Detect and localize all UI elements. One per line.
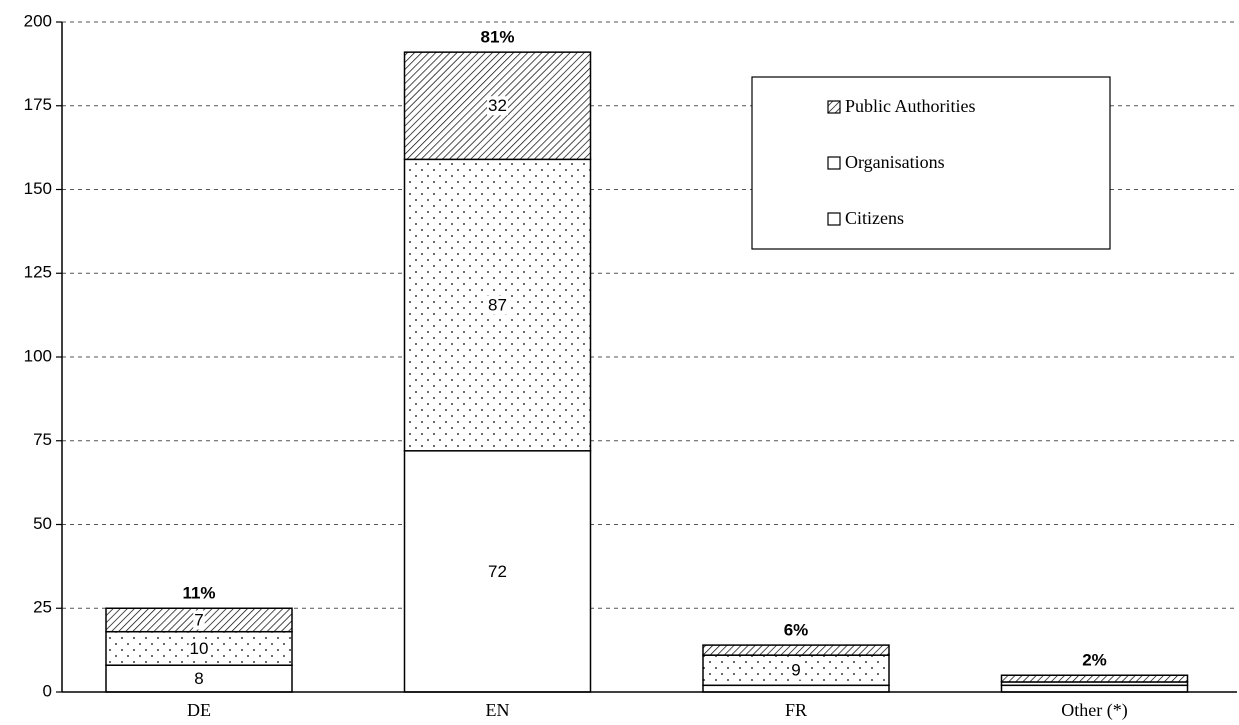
share-label: 11% [182,584,215,603]
x-tick-label: Other (*) [1061,700,1127,721]
data-label: 8 [194,669,203,688]
share-label: 6% [784,621,809,640]
data-label: 72 [488,562,507,581]
grid: 0 25 50 75 100 125 150 175 200 [24,11,1237,700]
bar-segment [1000,674,1189,683]
labels: DE 8 10 7 11% EN 72 87 32 81% FR 9 6% Other (*) 2% [182,28,1127,721]
data-label: 87 [488,296,507,315]
legend-box [751,76,1111,250]
data-label-bg [487,96,508,116]
legend-label: Citizens [845,208,904,228]
data-label: 9 [791,661,800,680]
x-tick-label: DE [187,700,211,720]
data-label-bg [790,660,802,680]
x-tick-label: EN [486,700,510,720]
y-tick-label: 50 [33,514,52,533]
data-label-bg [193,669,205,689]
data-label-bg [487,561,508,581]
legend-swatch [827,212,841,226]
y-tick-label: 150 [24,179,52,198]
y-tick-label: 0 [43,681,52,700]
y-tick-label: 25 [33,598,52,617]
legend-swatch [827,156,841,170]
legend: Public Authorities Organisations Citizens [751,76,1111,250]
bar-segment [702,644,890,656]
data-label-bg [188,638,210,658]
share-label: 81% [480,28,514,47]
data-label: 7 [194,610,203,629]
data-label-bg [193,610,205,630]
bar-segment [1000,684,1189,693]
legend-label: Organisations [845,152,945,172]
y-tick-label: 100 [24,346,52,365]
legend-label: Public Authorities [845,96,976,116]
legend-swatch [827,100,841,114]
y-tick-label: 200 [24,11,52,30]
y-tick-label: 175 [24,95,52,114]
y-tick-label: 75 [33,430,52,449]
data-label: 10 [190,639,209,658]
y-tick-label: 125 [24,263,52,282]
bars [105,51,1189,693]
x-tick-label: FR [785,700,807,720]
data-label-bg [487,295,508,315]
bar-segment [702,684,890,693]
share-label: 2% [1082,651,1107,670]
data-label: 32 [488,96,507,115]
